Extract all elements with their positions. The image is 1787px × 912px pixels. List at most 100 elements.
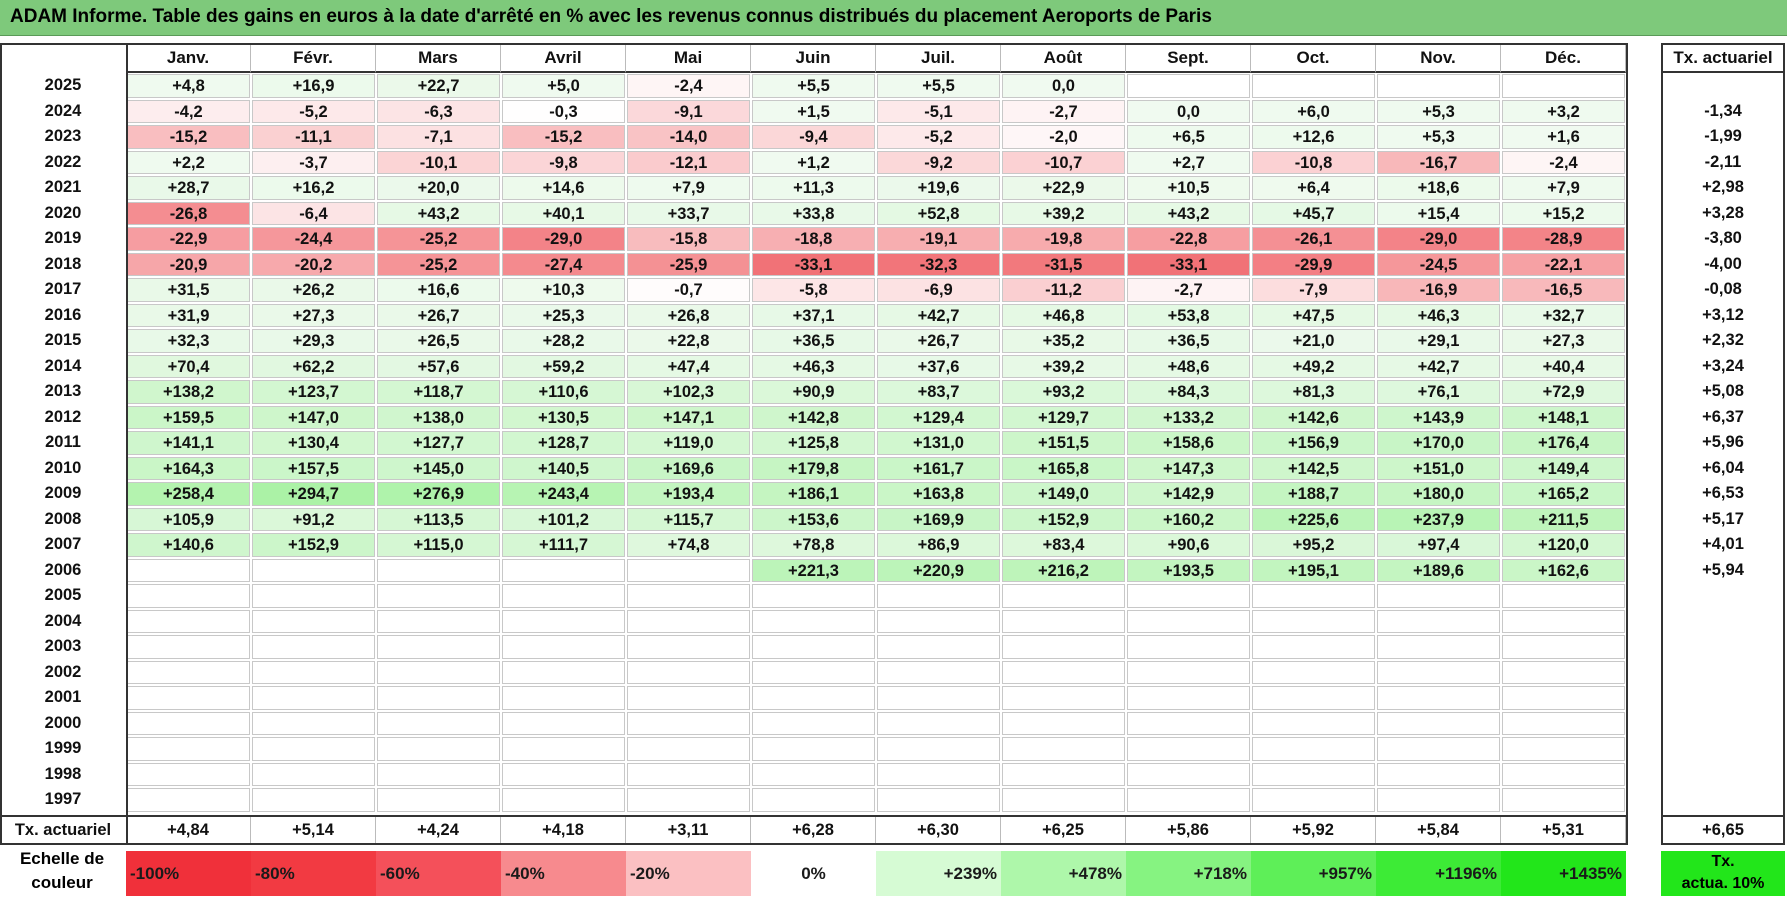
table-cell: +149,4 xyxy=(1502,456,1625,480)
table-cell xyxy=(1127,686,1250,710)
table-cell: +128,7 xyxy=(502,431,625,455)
table-cell xyxy=(1502,660,1625,684)
table-cell: +165,2 xyxy=(1502,482,1625,506)
scale-label-line2: couleur xyxy=(31,873,93,892)
table-cell xyxy=(252,762,375,786)
table-cell: +84,3 xyxy=(1127,380,1250,404)
table-cell: +20,0 xyxy=(377,176,500,200)
table-cell: +43,2 xyxy=(377,201,500,225)
year-label: 2025 xyxy=(44,76,82,94)
table-cell xyxy=(1002,788,1125,812)
year-label: 2022 xyxy=(44,152,82,171)
table-cell xyxy=(1502,737,1625,761)
table-cell: +5,5 xyxy=(877,74,1000,98)
table-cell xyxy=(377,737,500,761)
rate-cell xyxy=(1661,609,1785,635)
table-cell: +27,3 xyxy=(252,303,375,327)
table-cell xyxy=(752,711,875,735)
table-cell xyxy=(1502,609,1625,633)
table-cell: -6,4 xyxy=(252,201,375,225)
table-cell: +159,5 xyxy=(127,405,250,429)
table-cell: +28,7 xyxy=(127,176,250,200)
page-title: ADAM Informe. Table des gains en euros à… xyxy=(10,6,1212,27)
table-cell: +5,0 xyxy=(502,74,625,98)
table-cell xyxy=(1502,686,1625,710)
table-cell: +141,1 xyxy=(127,431,250,455)
year-label: 2015 xyxy=(44,331,82,349)
table-cell xyxy=(752,660,875,684)
table-cell: -5,8 xyxy=(752,278,875,302)
table-cell xyxy=(752,762,875,786)
rate-cell: -1,99 xyxy=(1704,127,1742,145)
table-cell: -32,3 xyxy=(877,252,1000,276)
table-cell: 0,0 xyxy=(1002,74,1125,98)
table-cell xyxy=(252,737,375,761)
table-cell xyxy=(1377,686,1500,710)
table-cell xyxy=(502,635,625,659)
table-cell: +148,1 xyxy=(1502,405,1625,429)
table-cell: +147,0 xyxy=(252,405,375,429)
table-cell: -0,3 xyxy=(502,99,625,123)
table-cell: +33,8 xyxy=(752,201,875,225)
year-label: 2009 xyxy=(44,484,82,502)
table-cell: -10,8 xyxy=(1252,150,1375,174)
table-cell: +127,7 xyxy=(377,431,500,455)
year-label: 2020 xyxy=(44,203,82,222)
table-cell xyxy=(1127,762,1250,786)
month-header: Mars xyxy=(376,43,501,73)
table-cell: +129,4 xyxy=(877,405,1000,429)
table-cell: +15,2 xyxy=(1502,201,1625,225)
table-cell xyxy=(252,686,375,710)
month-header: Sept. xyxy=(1126,43,1251,73)
table-cell xyxy=(1377,762,1500,786)
table-cell: +158,6 xyxy=(1127,431,1250,455)
rate-cell: -1,34 xyxy=(1704,101,1742,120)
table-cell: +32,7 xyxy=(1502,303,1625,327)
table-cell xyxy=(127,788,250,812)
table-cell: +76,1 xyxy=(1377,380,1500,404)
table-cell xyxy=(252,558,375,582)
table-cell xyxy=(1002,737,1125,761)
table-cell xyxy=(377,762,500,786)
table-cell: +95,2 xyxy=(1252,533,1375,557)
rate-cell xyxy=(1661,73,1785,99)
table-cell: +165,8 xyxy=(1002,456,1125,480)
rate-cell: +5,17 xyxy=(1702,509,1744,528)
table-cell: +86,9 xyxy=(877,533,1000,557)
table-cell xyxy=(877,762,1000,786)
table-cell xyxy=(502,711,625,735)
table-cell: -0,7 xyxy=(627,278,750,302)
table-cell: +74,8 xyxy=(627,533,750,557)
rate-cell: +5,94 xyxy=(1702,560,1744,579)
year-label: 2013 xyxy=(44,382,82,400)
summary-cell: +4,24 xyxy=(376,814,501,845)
month-header: Juin xyxy=(751,43,876,73)
year-label: 2005 xyxy=(44,586,82,604)
table-cell: -26,8 xyxy=(127,201,250,225)
table-cell: -25,2 xyxy=(377,252,500,276)
summary-cell: +3,11 xyxy=(626,814,751,845)
table-cell: +164,3 xyxy=(127,456,250,480)
table-cell xyxy=(627,558,750,582)
table-cell: -33,1 xyxy=(752,252,875,276)
table-cell: +176,4 xyxy=(1502,431,1625,455)
month-header: Déc. xyxy=(1501,43,1626,73)
table-cell: +105,9 xyxy=(127,507,250,531)
table-cell: -2,7 xyxy=(1127,278,1250,302)
table-cell: -25,9 xyxy=(627,252,750,276)
table-cell: +25,3 xyxy=(502,303,625,327)
table-cell: +140,6 xyxy=(127,533,250,557)
month-header: Août xyxy=(1001,43,1126,73)
year-label: 2011 xyxy=(45,433,81,451)
table-cell: +161,7 xyxy=(877,456,1000,480)
table-cell: -18,8 xyxy=(752,227,875,251)
table-cell: +16,6 xyxy=(377,278,500,302)
table-cell: +10,5 xyxy=(1127,176,1250,200)
table-cell xyxy=(627,609,750,633)
rate-cell: -3,80 xyxy=(1704,229,1742,247)
table-cell xyxy=(752,635,875,659)
rate-cell: +5,96 xyxy=(1702,433,1744,451)
table-cell: +123,7 xyxy=(252,380,375,404)
scale-label-line1: Echelle de xyxy=(19,849,105,868)
table-cell xyxy=(1127,584,1250,608)
